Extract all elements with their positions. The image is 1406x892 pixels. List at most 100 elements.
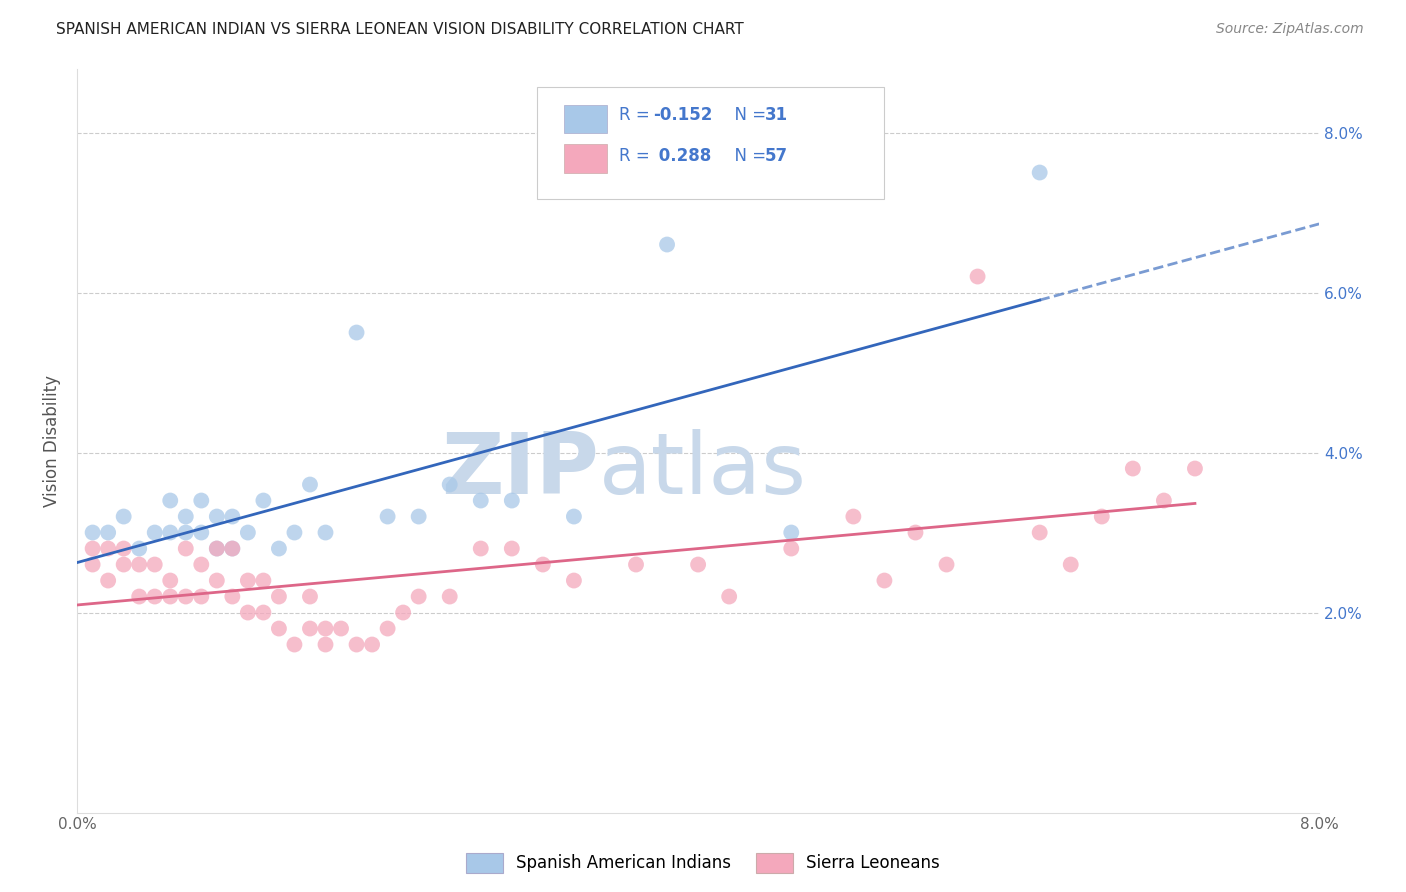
- Point: [501, 493, 523, 508]
- Point: [190, 558, 212, 572]
- Point: [439, 477, 461, 491]
- Point: [377, 622, 399, 636]
- Point: [174, 590, 197, 604]
- Point: [298, 622, 321, 636]
- Text: N =: N =: [724, 106, 772, 124]
- Point: [174, 541, 197, 556]
- Point: [688, 558, 710, 572]
- Point: [252, 574, 274, 588]
- Point: [205, 574, 228, 588]
- Text: ZIP: ZIP: [441, 429, 599, 512]
- Text: N =: N =: [724, 146, 772, 164]
- Point: [143, 590, 166, 604]
- Point: [842, 509, 865, 524]
- Text: -0.152: -0.152: [654, 106, 713, 124]
- Point: [236, 574, 259, 588]
- Point: [966, 269, 988, 284]
- Point: [904, 525, 927, 540]
- Point: [439, 590, 461, 604]
- Point: [221, 541, 243, 556]
- Point: [1028, 165, 1050, 179]
- Point: [82, 541, 104, 556]
- Point: [236, 606, 259, 620]
- Point: [361, 638, 384, 652]
- Point: [377, 509, 399, 524]
- Point: [159, 525, 181, 540]
- Point: [82, 558, 104, 572]
- Point: [408, 590, 430, 604]
- Point: [128, 590, 150, 604]
- Point: [112, 509, 135, 524]
- Point: [298, 590, 321, 604]
- Text: R =: R =: [619, 106, 655, 124]
- Point: [159, 574, 181, 588]
- Point: [1060, 558, 1083, 572]
- Text: 0.288: 0.288: [654, 146, 711, 164]
- Point: [97, 525, 120, 540]
- Point: [143, 525, 166, 540]
- Point: [1153, 493, 1175, 508]
- Point: [190, 493, 212, 508]
- Point: [935, 558, 957, 572]
- Text: atlas: atlas: [599, 429, 807, 512]
- Point: [112, 558, 135, 572]
- Point: [330, 622, 353, 636]
- Point: [252, 493, 274, 508]
- Point: [190, 590, 212, 604]
- Point: [174, 509, 197, 524]
- Point: [283, 525, 305, 540]
- Point: [174, 525, 197, 540]
- Point: [1184, 461, 1206, 475]
- Point: [221, 541, 243, 556]
- Point: [718, 590, 741, 604]
- Point: [205, 541, 228, 556]
- Point: [143, 558, 166, 572]
- Point: [315, 638, 337, 652]
- Point: [128, 558, 150, 572]
- Point: [531, 558, 554, 572]
- Point: [82, 525, 104, 540]
- Point: [1122, 461, 1144, 475]
- Point: [408, 509, 430, 524]
- Point: [252, 606, 274, 620]
- Bar: [564, 105, 607, 133]
- Point: [562, 509, 585, 524]
- Point: [112, 541, 135, 556]
- Point: [97, 541, 120, 556]
- Point: [315, 525, 337, 540]
- Point: [1091, 509, 1114, 524]
- Point: [780, 525, 803, 540]
- Point: [346, 638, 368, 652]
- Text: 31: 31: [765, 106, 789, 124]
- Point: [205, 509, 228, 524]
- Point: [624, 558, 647, 572]
- Point: [501, 541, 523, 556]
- Point: [159, 590, 181, 604]
- Point: [470, 493, 492, 508]
- Point: [298, 477, 321, 491]
- Point: [236, 525, 259, 540]
- Text: R =: R =: [619, 146, 655, 164]
- Point: [655, 237, 678, 252]
- Point: [346, 326, 368, 340]
- Point: [159, 493, 181, 508]
- Point: [283, 638, 305, 652]
- Legend: Spanish American Indians, Sierra Leoneans: Spanish American Indians, Sierra Leonean…: [460, 847, 946, 880]
- Point: [873, 574, 896, 588]
- Y-axis label: Vision Disability: Vision Disability: [44, 375, 60, 507]
- Point: [267, 622, 290, 636]
- Text: SPANISH AMERICAN INDIAN VS SIERRA LEONEAN VISION DISABILITY CORRELATION CHART: SPANISH AMERICAN INDIAN VS SIERRA LEONEA…: [56, 22, 744, 37]
- Point: [221, 590, 243, 604]
- Bar: [564, 145, 607, 173]
- Point: [267, 590, 290, 604]
- Point: [562, 574, 585, 588]
- Point: [267, 541, 290, 556]
- Point: [221, 509, 243, 524]
- FancyBboxPatch shape: [537, 87, 884, 199]
- Text: Source: ZipAtlas.com: Source: ZipAtlas.com: [1216, 22, 1364, 37]
- Point: [315, 622, 337, 636]
- Point: [190, 525, 212, 540]
- Point: [97, 574, 120, 588]
- Text: 57: 57: [765, 146, 789, 164]
- Point: [205, 541, 228, 556]
